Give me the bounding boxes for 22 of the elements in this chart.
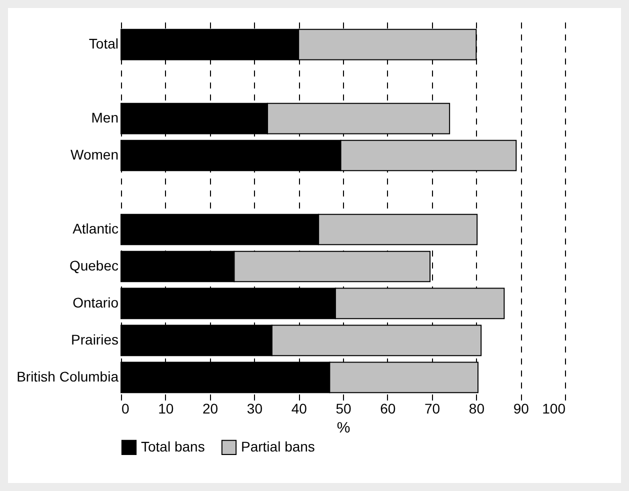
x-tick-label: 10 (158, 400, 174, 416)
x-tick-label: 90 (513, 400, 530, 416)
x-tick-label: 30 (246, 400, 263, 416)
legend-label: Partial bans (241, 438, 315, 454)
y-tick-label: Men (91, 110, 118, 126)
x-tick-label: 0 (122, 400, 130, 416)
y-tick-label: Total (88, 36, 118, 52)
x-tick-label: 40 (291, 400, 308, 416)
x-axis-title: % (336, 420, 350, 436)
y-tick-label: Quebec (69, 257, 118, 274)
y-tick-label: Atlantic (72, 220, 118, 236)
x-tick-label: 60 (380, 400, 396, 416)
y-tick-label: Prairies (71, 331, 118, 348)
y-tick-label: British Columbia (16, 368, 119, 384)
x-tick-label: 80 (468, 400, 485, 416)
y-tick-label: Women (70, 146, 118, 163)
x-tick-label: 100 (542, 400, 566, 416)
x-tick-label: 70 (424, 400, 440, 416)
legend-label: Total bans (141, 438, 205, 454)
x-tick-label: 20 (202, 400, 218, 416)
x-tick-label: 50 (336, 400, 352, 416)
y-tick-label: Ontario (72, 294, 119, 310)
